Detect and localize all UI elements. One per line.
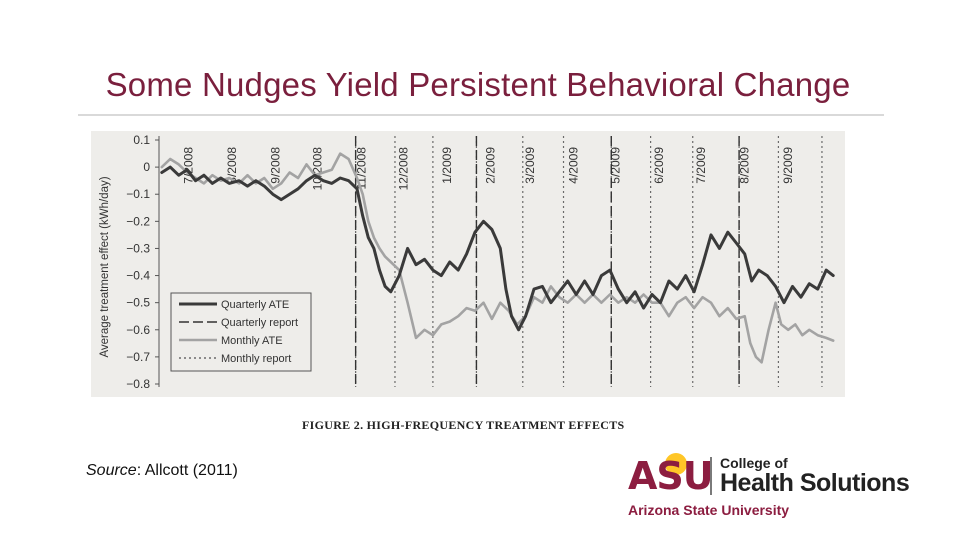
y-tick-label: 0: [143, 160, 150, 174]
y-tick-label: −0.4: [126, 269, 150, 283]
logo-health-solutions: Health Solutions: [720, 469, 910, 497]
y-tick-label: −0.2: [126, 214, 150, 228]
month-label: 8/2008: [225, 147, 239, 184]
legend-label: Monthly ATE: [221, 335, 283, 347]
y-axis-title: Average treatment effect (kWh/day): [99, 176, 111, 357]
month-label: 10/2008: [311, 147, 325, 191]
month-label: 12/2008: [396, 147, 410, 191]
y-tick-label: −0.5: [126, 296, 150, 310]
title-divider: [78, 114, 884, 116]
legend-label: Quarterly ATE: [221, 299, 289, 311]
month-label: 5/2009: [608, 147, 622, 184]
logo-university: Arizona State University: [628, 502, 790, 518]
y-tick-label: −0.1: [126, 187, 150, 201]
month-label: 2/2009: [483, 147, 497, 184]
month-label: 6/2009: [652, 147, 666, 184]
month-label: 1/2009: [440, 147, 454, 184]
source-text: : Allcott (2011): [136, 462, 238, 479]
month-label: 11/2008: [354, 147, 368, 190]
month-label: 7/2009: [694, 147, 708, 184]
logo-divider: [710, 457, 712, 495]
legend-label: Quarterly report: [221, 317, 298, 329]
chart-figure: 0.1 0 −0.1 −0.2 −0.3 −0.4 −0.5 −0.6 −0.7 −0.8 Aver…: [91, 131, 845, 397]
y-tick-label: −0.8: [126, 377, 150, 391]
asu-mark: ASU: [628, 454, 714, 498]
series-line-quarterly-ate: [160, 165, 835, 332]
month-label: 3/2009: [523, 147, 537, 184]
month-label: 9/2009: [781, 147, 795, 184]
sunburst-icon: [665, 453, 687, 475]
logo-college-of: College of: [720, 455, 788, 471]
asu-logo: ASU College of Health Solutions Arizona …: [628, 453, 933, 521]
month-label: 8/2009: [738, 147, 752, 184]
legend-label: Monthly report: [221, 353, 291, 365]
y-tick-label: 0.1: [133, 133, 150, 147]
chart-svg: 0.1 0 −0.1 −0.2 −0.3 −0.4 −0.5 −0.6 −0.7 −0.8 Aver…: [99, 133, 835, 391]
source-citation: Source: Allcott (2011): [86, 462, 238, 480]
y-tick-label: −0.6: [126, 323, 150, 337]
y-tick-label: −0.3: [126, 241, 150, 255]
slide-title: Some Nudges Yield Persistent Behavioral …: [105, 66, 851, 103]
month-label: 9/2008: [269, 147, 283, 184]
y-tick-label: −0.7: [126, 350, 150, 364]
figure-caption: FIGURE 2. HIGH-FREQUENCY TREATMENT EFFEC…: [302, 418, 625, 432]
month-label: 4/2009: [566, 147, 580, 184]
source-label: Source: [86, 462, 137, 479]
series-line-monthly-ate: [160, 152, 835, 364]
